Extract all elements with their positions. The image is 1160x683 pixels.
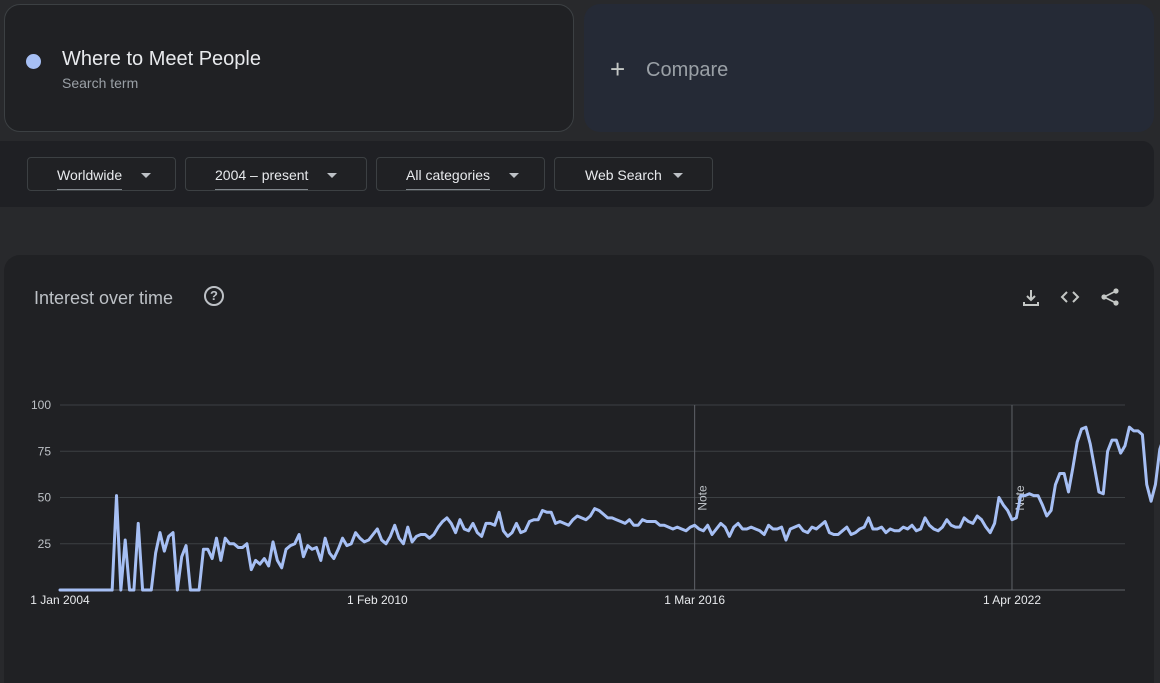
location-filter-label: Worldwide	[57, 167, 123, 190]
y-tick-label: 75	[38, 444, 52, 458]
help-circle-icon[interactable]: ?	[204, 286, 224, 306]
interest-over-time-panel: Interest over time ?	[4, 255, 1154, 683]
plus-icon: +	[610, 54, 626, 84]
download-icon[interactable]	[1020, 286, 1042, 308]
dropdown-caret-icon	[327, 173, 337, 178]
search-type-filter-label: Web Search	[585, 167, 662, 183]
category-filter-label: All categories	[406, 167, 491, 190]
note-label: Note	[696, 485, 710, 511]
dropdown-caret-icon	[141, 173, 151, 178]
x-tick-label: 1 Mar 2016	[664, 593, 725, 607]
search-term-name[interactable]: Where to Meet People	[62, 48, 261, 70]
dropdown-caret-icon	[673, 173, 683, 178]
time-range-filter[interactable]: 2004 – present	[185, 157, 367, 191]
series-color-dot	[26, 54, 41, 69]
time-range-filter-label: 2004 – present	[215, 167, 309, 190]
compare-button[interactable]: + Compare	[584, 4, 1154, 132]
search-type-filter[interactable]: Web Search	[554, 157, 713, 191]
y-tick-label: 25	[38, 537, 52, 551]
panel-title: Interest over time	[34, 288, 174, 308]
embed-code-icon[interactable]	[1059, 286, 1081, 308]
location-filter[interactable]: Worldwide	[27, 157, 176, 191]
y-tick-label: 100	[31, 398, 51, 412]
filter-bar: Worldwide 2004 – present All categories …	[0, 141, 1154, 207]
category-filter[interactable]: All categories	[376, 157, 545, 191]
share-icon[interactable]	[1099, 286, 1121, 308]
compare-label: Compare	[646, 59, 729, 81]
x-tick-label: 1 Apr 2022	[983, 593, 1041, 607]
series-line	[58, 425, 1160, 592]
y-tick-label: 50	[38, 491, 52, 505]
x-tick-label: 1 Feb 2010	[347, 593, 408, 607]
x-tick-label: 1 Jan 2004	[30, 593, 90, 607]
search-term-card[interactable]: Where to Meet People Search term	[4, 4, 574, 132]
search-term-sublabel: Search term	[62, 75, 139, 91]
dropdown-caret-icon	[509, 173, 519, 178]
